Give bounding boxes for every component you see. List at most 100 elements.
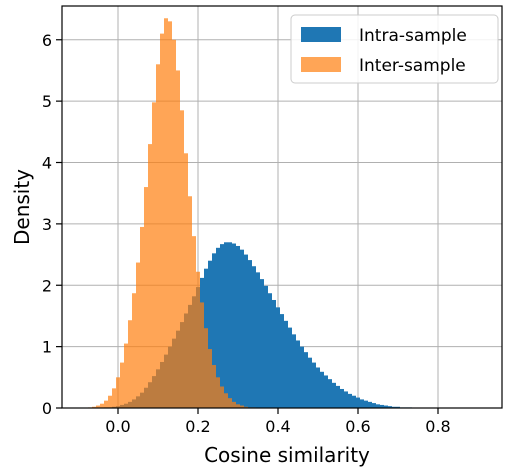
histogram-bar bbox=[356, 397, 360, 408]
histogram-bar bbox=[108, 395, 112, 408]
x-tick-label: 0.0 bbox=[105, 417, 130, 436]
axes-layer bbox=[61, 5, 503, 409]
histogram-bar bbox=[240, 249, 244, 408]
plot-frame bbox=[61, 5, 503, 409]
histogram-bar bbox=[244, 406, 248, 408]
histogram-bar bbox=[244, 254, 248, 408]
histogram-bar bbox=[116, 377, 120, 408]
histogram-bar bbox=[232, 243, 236, 408]
x-axis-label: Cosine similarity bbox=[204, 443, 370, 467]
histogram-bar bbox=[180, 110, 184, 408]
y-tick-label: 2 bbox=[42, 276, 52, 295]
histogram-bar bbox=[220, 244, 224, 408]
histogram-bar bbox=[284, 320, 288, 408]
x-tick-label: 0.4 bbox=[265, 417, 290, 436]
y-tick-label: 5 bbox=[42, 92, 52, 111]
histogram-bar bbox=[336, 385, 340, 408]
histogram-bar bbox=[272, 299, 276, 408]
histogram-bar bbox=[204, 328, 208, 408]
histogram-bar bbox=[228, 242, 232, 408]
histogram-bar bbox=[316, 367, 320, 408]
histogram-bar bbox=[380, 404, 384, 408]
x-tick-label: 0.8 bbox=[425, 417, 450, 436]
histogram-bar bbox=[208, 260, 212, 408]
legend-label: Intra-sample bbox=[359, 26, 467, 46]
y-tick-label: 4 bbox=[42, 154, 52, 173]
histogram-bar bbox=[132, 293, 136, 408]
x-tick-label: 0.2 bbox=[185, 417, 210, 436]
histogram-bar bbox=[208, 349, 212, 408]
histogram-bar bbox=[188, 196, 192, 408]
histogram-bar bbox=[324, 375, 328, 408]
histogram-bar bbox=[332, 382, 336, 408]
y-tick-label: 6 bbox=[42, 31, 52, 50]
histogram-bar bbox=[364, 400, 368, 408]
y-axis-label: Density bbox=[10, 169, 34, 245]
histogram-bar bbox=[216, 377, 220, 408]
histogram-bar bbox=[212, 365, 216, 408]
histogram-bar bbox=[192, 236, 196, 408]
histogram-bar bbox=[348, 393, 352, 408]
y-tick-label: 0 bbox=[42, 399, 52, 418]
histogram-bar bbox=[228, 398, 232, 408]
histogram-bar bbox=[252, 266, 256, 408]
histogram-bar bbox=[312, 362, 316, 408]
histogram-bar bbox=[128, 320, 132, 408]
y-tick-label: 3 bbox=[42, 215, 52, 234]
histogram-bar bbox=[168, 21, 172, 409]
histogram-bar bbox=[212, 253, 216, 408]
histogram-bar bbox=[280, 314, 284, 408]
histogram-bar bbox=[120, 362, 124, 408]
histogram-bar bbox=[156, 64, 160, 408]
histogram-bar bbox=[328, 379, 332, 408]
histogram-bar bbox=[384, 405, 388, 408]
histogram-bar bbox=[220, 386, 224, 408]
histogram-bar bbox=[232, 401, 236, 408]
histogram-bar bbox=[216, 247, 220, 408]
histogram-bar bbox=[264, 285, 268, 408]
histogram-bar bbox=[224, 242, 228, 408]
histogram-bar bbox=[184, 153, 188, 408]
histogram-bar bbox=[292, 334, 296, 408]
histogram-bar bbox=[372, 403, 376, 408]
histogram-bar bbox=[392, 406, 396, 408]
legend-box bbox=[290, 14, 499, 84]
histogram-bar bbox=[140, 226, 144, 408]
histogram-bar bbox=[92, 406, 96, 408]
histogram-bar bbox=[352, 395, 356, 408]
histogram-bar bbox=[224, 393, 228, 408]
histogram-bar bbox=[152, 102, 156, 409]
histogram-bar bbox=[320, 371, 324, 408]
histogram-bar bbox=[396, 406, 400, 408]
histogram-bar bbox=[236, 245, 240, 408]
histogram-bar bbox=[196, 271, 200, 408]
bars-layer bbox=[88, 18, 412, 409]
histogram-bar bbox=[164, 18, 168, 408]
histogram-bar bbox=[340, 388, 344, 408]
histogram-bar bbox=[256, 272, 260, 408]
histogram-bar bbox=[100, 403, 104, 408]
histogram-bar bbox=[308, 357, 312, 408]
histogram-bar bbox=[160, 33, 164, 409]
legend: Intra-sample Inter-sample bbox=[290, 14, 499, 84]
histogram-bar bbox=[112, 388, 116, 408]
histogram-bar bbox=[172, 39, 176, 408]
histogram-bar bbox=[304, 352, 308, 408]
histogram-bar bbox=[124, 343, 128, 408]
histogram-bar bbox=[240, 405, 244, 408]
series-inter-sample bbox=[88, 18, 256, 409]
histogram-bar bbox=[276, 307, 280, 408]
histogram-bar bbox=[96, 405, 100, 408]
y-tick-label: 1 bbox=[42, 338, 52, 357]
histogram-bar bbox=[288, 327, 292, 408]
legend-label: Inter-sample bbox=[359, 56, 466, 76]
ticks-layer: 0.0 0.2 0.4 0.6 0.8 0 1 2 3 4 5 6 bbox=[42, 31, 451, 436]
histogram-bar bbox=[144, 187, 148, 408]
histogram-bar bbox=[296, 340, 300, 408]
histogram-bar bbox=[200, 302, 204, 408]
histogram-bar bbox=[248, 260, 252, 408]
histogram-bar bbox=[388, 406, 392, 408]
histogram-bar bbox=[344, 391, 348, 408]
